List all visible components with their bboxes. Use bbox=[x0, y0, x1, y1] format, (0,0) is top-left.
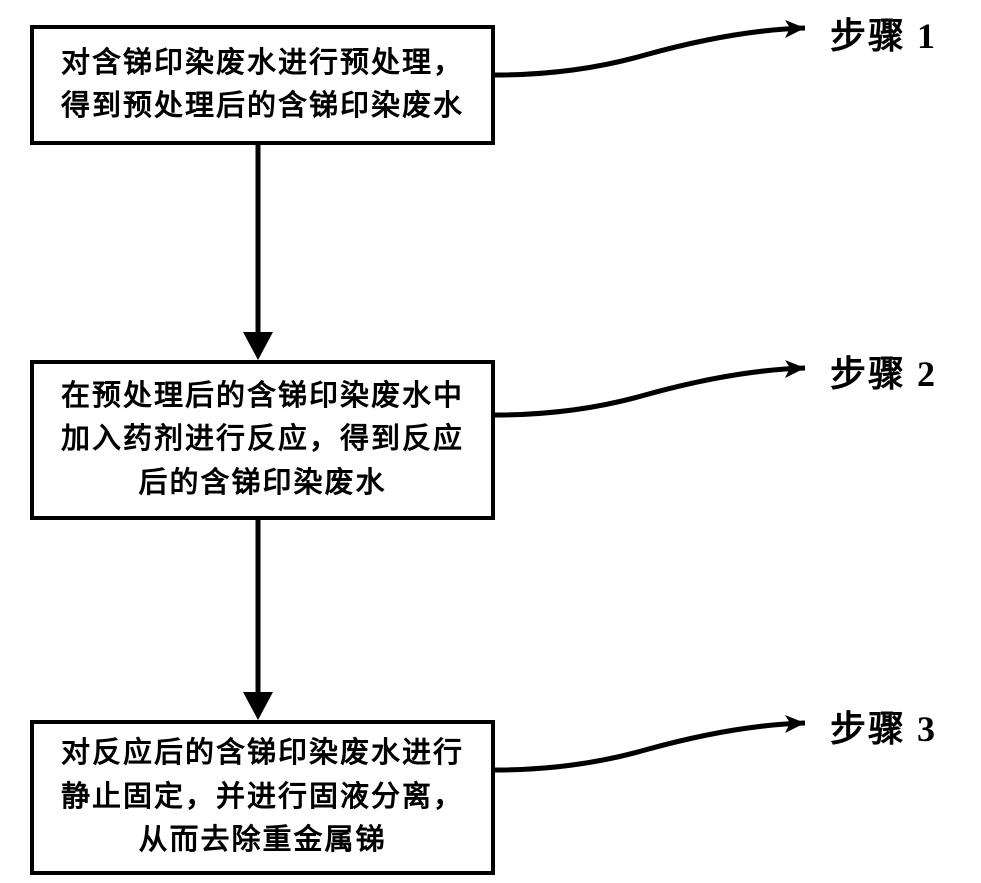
step-label-3: 步骤 3 bbox=[830, 700, 937, 752]
flow-box-text-3: 对反应后的含锑印染废水进行静止固定，并进行固液分离，从而去除重金属锑 bbox=[50, 732, 475, 863]
curved-arrow-1 bbox=[495, 20, 835, 95]
arrow-head-icon bbox=[243, 332, 273, 360]
step-label-1: 步骤 1 bbox=[830, 7, 937, 59]
step-label-2: 步骤 2 bbox=[830, 345, 937, 397]
curved-arrow-2 bbox=[495, 360, 835, 435]
flow-box-text-2: 在预处理后的含锑印染废水中加入药剂进行反应，得到反应后的含锑印染废水 bbox=[50, 375, 475, 506]
flow-box-text-1: 对含锑印染废水进行预处理，得到预处理后的含锑印染废水 bbox=[50, 42, 475, 129]
flow-box-step-2: 在预处理后的含锑印染废水中加入药剂进行反应，得到反应后的含锑印染废水 bbox=[30, 360, 495, 520]
curved-arrow-3 bbox=[495, 715, 835, 790]
flowchart-container: 对含锑印染废水进行预处理，得到预处理后的含锑印染废水 在预处理后的含锑印染废水中… bbox=[0, 0, 981, 883]
flow-box-step-3: 对反应后的含锑印染废水进行静止固定，并进行固液分离，从而去除重金属锑 bbox=[30, 720, 495, 875]
arrow-line bbox=[256, 145, 261, 335]
flow-box-step-1: 对含锑印染废水进行预处理，得到预处理后的含锑印染废水 bbox=[30, 25, 495, 145]
curved-arrow-icon bbox=[495, 360, 835, 430]
curved-arrow-icon bbox=[495, 715, 835, 785]
curved-arrow-icon bbox=[495, 20, 835, 90]
arrow-head-icon bbox=[243, 692, 273, 720]
arrow-line bbox=[256, 520, 261, 695]
